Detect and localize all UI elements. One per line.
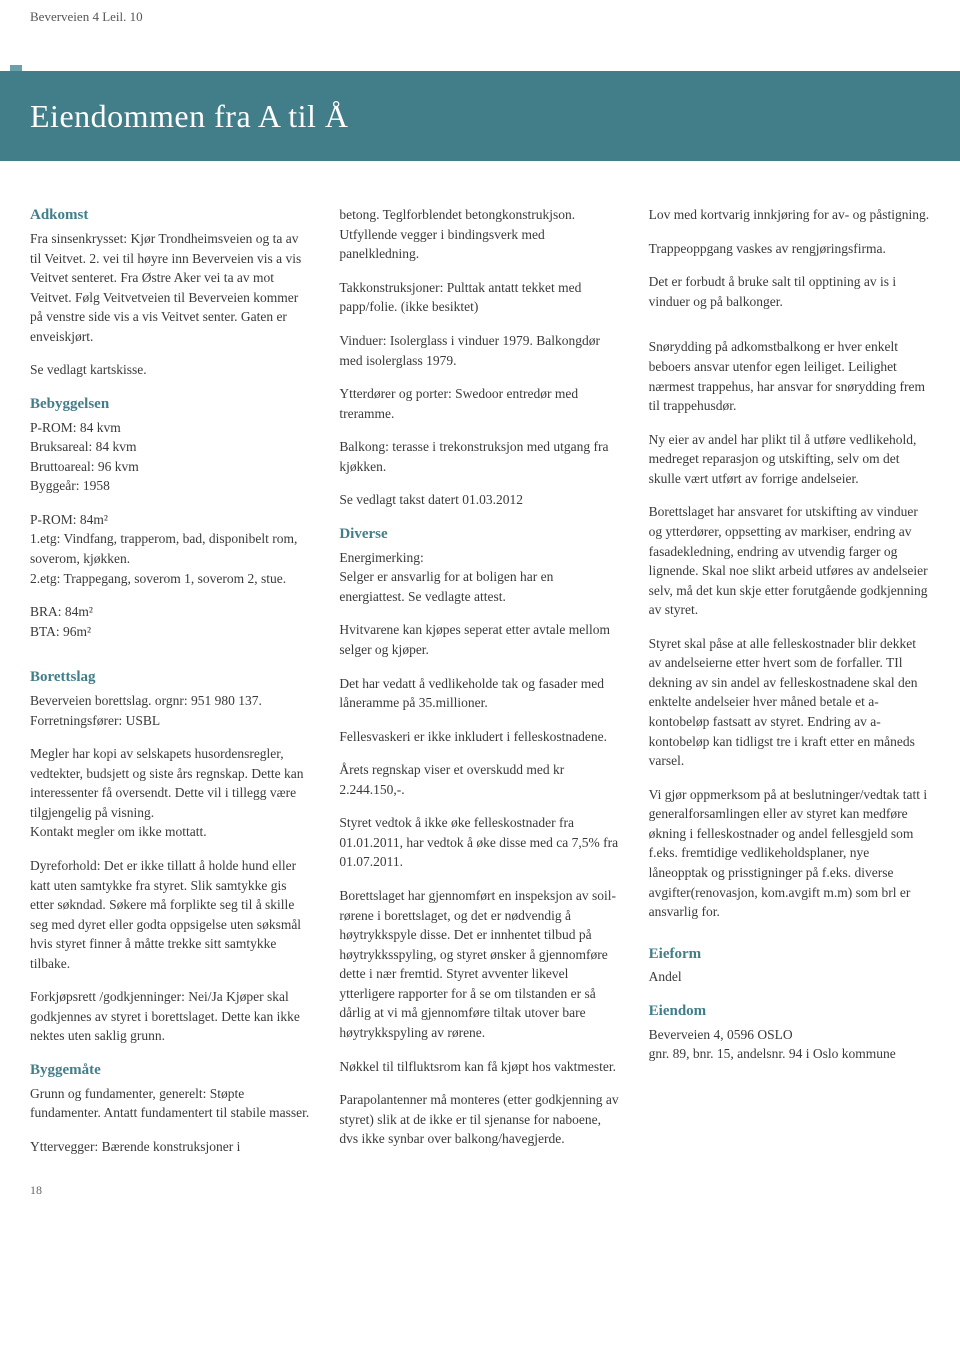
body-text: Fra sinsenkrysset: Kjør Trondheimsveien … [30, 229, 311, 346]
heading-eiendom: Eiendom [649, 1001, 930, 1023]
body-text: BRA: 84m² BTA: 96m² [30, 602, 311, 641]
body-text: Trappeoppgang vaskes av rengjøringsfirma… [649, 239, 930, 259]
body-text: Styret vedtok å ikke øke felleskostnader… [339, 813, 620, 872]
heading-byggemate: Byggemåte [30, 1060, 311, 1082]
heading-borettslag: Borettslag [30, 667, 311, 689]
column-1: Adkomst Fra sinsenkrysset: Kjør Trondhei… [30, 191, 311, 1156]
heading-eieform: Eieform [649, 944, 930, 966]
body-text: Det er forbudt å bruke salt til opptinin… [649, 272, 930, 311]
body-text: Ytterdører og porter: Swedoor entredør m… [339, 384, 620, 423]
body-text: Lov med kortvarig innkjøring for av- og … [649, 205, 930, 225]
body-text: Hvitvarene kan kjøpes seperat etter avta… [339, 620, 620, 659]
body-text: Yttervegger: Bærende konstruksjoner i [30, 1137, 311, 1157]
body-text: Forkjøpsrett /godkjenninger: Nei/Ja Kjøp… [30, 987, 311, 1046]
body-text: Vi gjør oppmerksom på at beslutninger/ve… [649, 785, 930, 922]
body-text: Se vedlagt kartskisse. [30, 360, 311, 380]
body-text: Energimerking: Selger er ansvarlig for a… [339, 548, 620, 607]
page-title: Eiendommen fra A til Å [30, 93, 930, 139]
body-text: Balkong: terasse i trekonstruksjon med u… [339, 437, 620, 476]
body-text: Parapolantenner må monteres (etter godkj… [339, 1090, 620, 1149]
page-title-banner: Eiendommen fra A til Å [0, 71, 960, 161]
body-text: Årets regnskap viser et overskudd med kr… [339, 760, 620, 799]
body-text: Snørydding på adkomstbalkong er hver enk… [649, 337, 930, 415]
body-text: P-ROM: 84m² 1.etg: Vindfang, trapperom, … [30, 510, 311, 588]
body-text: P-ROM: 84 kvm Bruksareal: 84 kvm Bruttoa… [30, 418, 311, 496]
page-number: 18 [0, 1156, 960, 1211]
body-text: Beverveien borettslag. orgnr: 951 980 13… [30, 691, 311, 730]
column-2: betong. Teglforblendet betongkonstrukjso… [339, 191, 620, 1156]
body-text: Beverveien 4, 0596 OSLO gnr. 89, bnr. 15… [649, 1025, 930, 1064]
column-3: Lov med kortvarig innkjøring for av- og … [649, 191, 930, 1156]
body-text: Borettslaget har ansvaret for utskifting… [649, 502, 930, 619]
body-text: Andel [649, 967, 930, 987]
heading-diverse: Diverse [339, 524, 620, 546]
heading-bebyggelsen: Bebyggelsen [30, 394, 311, 416]
body-text: Styret skal påse at alle felleskostnader… [649, 634, 930, 771]
body-text: Takkonstruksjoner: Pulttak antatt tekket… [339, 278, 620, 317]
body-text: Grunn og fundamenter, generelt: Støpte f… [30, 1084, 311, 1123]
body-text: Fellesvaskeri er ikke inkludert i felles… [339, 727, 620, 747]
body-text: Borettslaget har gjennomført en inspeksj… [339, 886, 620, 1043]
header-label: Beverveien 4 Leil. 10 [0, 0, 960, 31]
body-text: Nøkkel til tilfluktsrom kan få kjøpt hos… [339, 1057, 620, 1077]
body-text: Megler har kopi av selskapets husordensr… [30, 744, 311, 842]
body-text: Ny eier av andel har plikt til å utføre … [649, 430, 930, 489]
body-text: betong. Teglforblendet betongkonstrukjso… [339, 205, 620, 264]
body-text: Vinduer: Isolerglass i vinduer 1979. Bal… [339, 331, 620, 370]
body-text: Det har vedatt å vedlikeholde tak og fas… [339, 674, 620, 713]
content-columns: Adkomst Fra sinsenkrysset: Kjør Trondhei… [0, 191, 960, 1156]
body-text: Dyreforhold: Det er ikke tillatt å holde… [30, 856, 311, 973]
body-text: Se vedlagt takst datert 01.03.2012 [339, 490, 620, 510]
heading-adkomst: Adkomst [30, 205, 311, 227]
